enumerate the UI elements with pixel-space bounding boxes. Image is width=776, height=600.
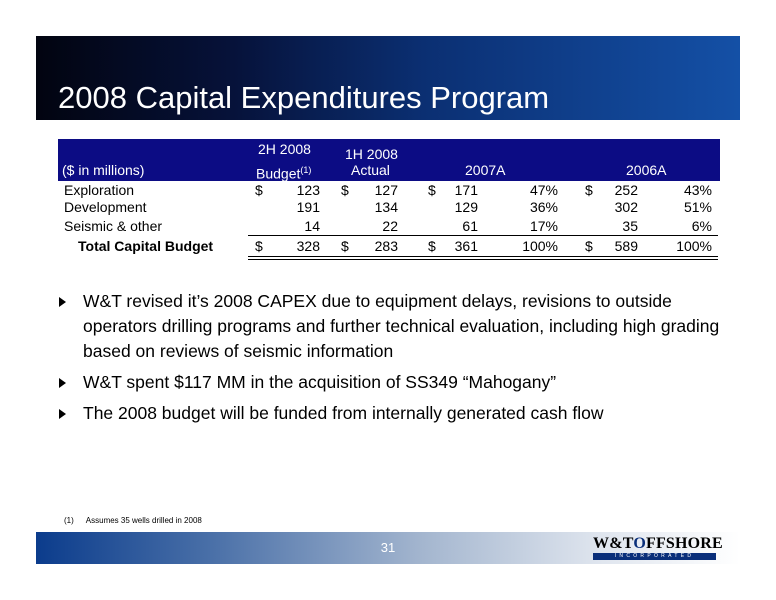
value-2h: 14 bbox=[304, 218, 320, 234]
value-2h: 123 bbox=[296, 182, 320, 198]
value-2007: 61 bbox=[462, 218, 478, 234]
footnote: (1) Assumes 35 wells drilled in 2008 bbox=[64, 516, 202, 525]
currency-sign: $ bbox=[255, 182, 263, 198]
total-pct-2007: 100% bbox=[522, 238, 558, 254]
value-1h: 134 bbox=[374, 199, 398, 215]
title-band: 2008 Capital Expenditures Program bbox=[36, 36, 740, 120]
bullet-arrow-icon bbox=[59, 409, 66, 419]
capex-table: ($ in millions) 2H 2008 Budget(1) 1H 200… bbox=[58, 139, 720, 263]
pct-2007: 17% bbox=[529, 218, 558, 234]
value-2006: 35 bbox=[622, 218, 638, 234]
bullet-arrow-icon bbox=[59, 297, 66, 307]
header-2007a: 2007A bbox=[465, 162, 506, 178]
header-1h-line2: Actual bbox=[351, 162, 390, 178]
footnote-text: Assumes 35 wells drilled in 2008 bbox=[85, 516, 202, 525]
currency-sign: $ bbox=[255, 238, 263, 254]
row-label: Development bbox=[64, 199, 147, 215]
bullet-list: W&T revised it’s 2008 CAPEX due to equip… bbox=[58, 289, 738, 432]
value-2006: 302 bbox=[614, 199, 638, 215]
bullet-text: W&T spent $117 MM in the acquisition of … bbox=[83, 372, 557, 392]
total-pct-2006: 100% bbox=[676, 238, 712, 254]
total-2h: 328 bbox=[296, 238, 320, 254]
total-1h: 283 bbox=[374, 238, 398, 254]
pct-2007: 36% bbox=[529, 199, 558, 215]
pct-2006: 6% bbox=[691, 218, 712, 234]
total-2006: 589 bbox=[614, 238, 638, 254]
table-header: ($ in millions) 2H 2008 Budget(1) 1H 200… bbox=[58, 139, 720, 182]
pct-2007: 47% bbox=[529, 182, 558, 198]
header-2h-line1: 2H 2008 bbox=[258, 141, 311, 157]
row-label: Exploration bbox=[64, 182, 135, 198]
bullet-item: The 2008 budget will be funded from inte… bbox=[58, 401, 738, 426]
company-logo: W&TOFFSHORE INCORPORATED bbox=[593, 535, 723, 561]
currency-sign: $ bbox=[428, 182, 436, 198]
total-2007: 361 bbox=[454, 238, 478, 254]
bullet-text: W&T revised it’s 2008 CAPEX due to equip… bbox=[83, 291, 720, 361]
currency-sign: $ bbox=[585, 182, 593, 198]
row-label: Seismic & other bbox=[64, 218, 163, 234]
value-2007: 171 bbox=[454, 182, 478, 198]
pct-2006: 43% bbox=[683, 182, 712, 198]
currency-sign: $ bbox=[585, 238, 593, 254]
header-1h-line1: 1H 2008 bbox=[345, 146, 398, 162]
logo-tagline: INCORPORATED bbox=[593, 553, 716, 560]
value-1h: 22 bbox=[382, 218, 398, 234]
header-2h-line2: Budget(1) bbox=[256, 165, 312, 182]
value-2h: 191 bbox=[296, 199, 320, 215]
double-rule-top bbox=[248, 256, 718, 257]
page-number: 31 bbox=[380, 540, 396, 555]
bullet-text: The 2008 budget will be funded from inte… bbox=[83, 403, 604, 423]
footnote-marker: (1) bbox=[64, 516, 74, 525]
currency-sign: $ bbox=[341, 238, 349, 254]
header-2006a: 2006A bbox=[626, 162, 667, 178]
double-rule-bottom bbox=[248, 259, 718, 260]
total-label: Total Capital Budget bbox=[78, 238, 214, 254]
value-1h: 127 bbox=[374, 182, 398, 198]
bullet-item: W&T spent $117 MM in the acquisition of … bbox=[58, 370, 738, 395]
currency-sign: $ bbox=[341, 182, 349, 198]
currency-sign: $ bbox=[428, 238, 436, 254]
header-units: ($ in millions) bbox=[62, 162, 145, 178]
logo-wordmark: W&TOFFSHORE bbox=[593, 535, 723, 552]
value-2007: 129 bbox=[454, 199, 478, 215]
pct-2006: 51% bbox=[683, 199, 712, 215]
slide-title: 2008 Capital Expenditures Program bbox=[58, 80, 550, 115]
subtotal-rule bbox=[248, 235, 718, 236]
bullet-arrow-icon bbox=[59, 378, 66, 388]
value-2006: 252 bbox=[614, 182, 638, 198]
bullet-item: W&T revised it’s 2008 CAPEX due to equip… bbox=[58, 289, 738, 364]
